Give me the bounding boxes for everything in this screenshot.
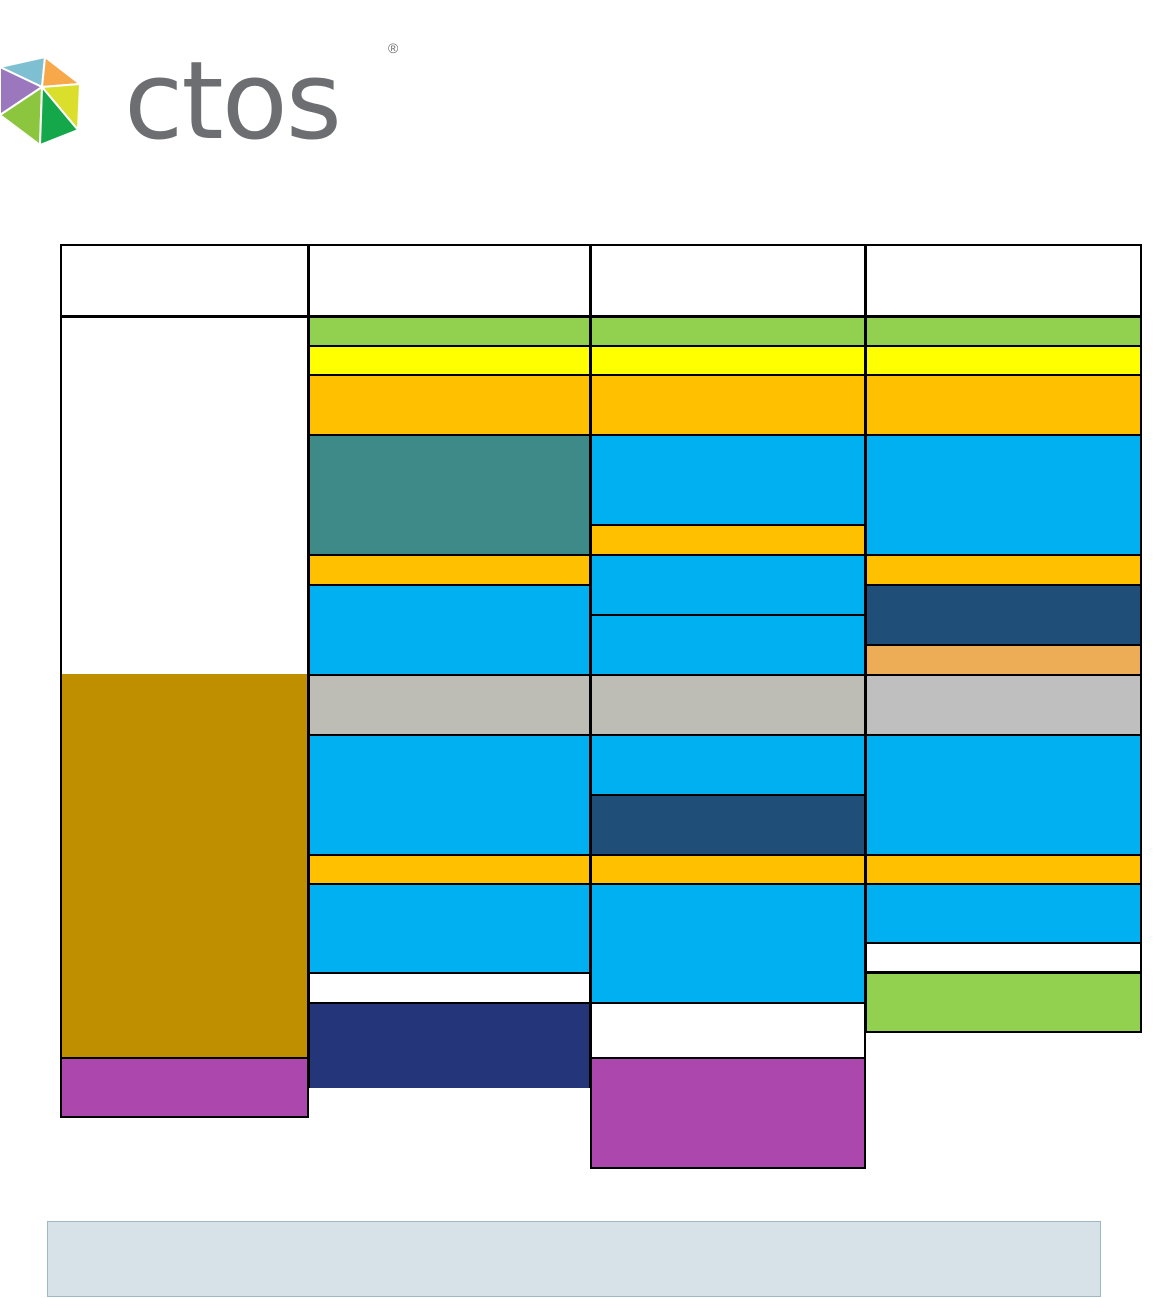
schedule-block-col3 (590, 614, 866, 676)
header-cell-1 (60, 244, 309, 317)
schedule-block-col2 (308, 434, 591, 556)
schedule-block-col4 (865, 644, 1142, 676)
header-cell-3 (590, 244, 866, 317)
schedule-block-col3 (590, 794, 866, 856)
schedule-block-col2 (308, 1002, 591, 1088)
schedule-block-col3 (590, 524, 866, 556)
schedule-block-col2 (308, 345, 591, 376)
logo-wordmark: ctos (124, 39, 342, 164)
ctos-logo: ctos ® (0, 39, 420, 164)
schedule-block-col1 (60, 316, 309, 676)
schedule-block-col3 (590, 374, 866, 436)
schedule-block-col4 (865, 554, 1142, 586)
header-cell-2 (308, 244, 591, 317)
schedule-block-col3 (590, 316, 866, 347)
schedule-block-col2 (308, 316, 591, 347)
schedule-block-col3 (590, 1057, 866, 1169)
schedule-block-col4 (865, 434, 1142, 556)
schedule-block-col3 (590, 1002, 866, 1059)
schedule-block-col2 (308, 734, 591, 856)
schedule-block-col2 (308, 584, 591, 676)
schedule-block-col4 (865, 316, 1142, 347)
schedule-block-col4 (865, 883, 1142, 944)
schedule-block-col2 (308, 883, 591, 974)
schedule-block-col2 (308, 674, 591, 736)
schedule-block-col2 (308, 374, 591, 436)
schedule-block-col4 (865, 345, 1142, 376)
schedule-block-col1 (60, 1057, 309, 1118)
schedule-block-col4 (865, 972, 1142, 1033)
hexagon-logo-icon (0, 55, 83, 145)
schedule-block-col2 (308, 854, 591, 885)
schedule-block-col3 (590, 734, 866, 796)
schedule-block-col3 (590, 854, 866, 885)
schedule-block-col3 (590, 434, 866, 526)
header-cell-4 (865, 244, 1142, 317)
schedule-block-col4 (865, 854, 1142, 885)
schedule-block-col4 (865, 584, 1142, 646)
schedule-block-col3 (590, 674, 866, 736)
schedule-block-col4 (865, 942, 1142, 973)
schedule-block-col3 (590, 554, 866, 616)
schedule-block-col2 (308, 972, 591, 1004)
schedule-block-col4 (865, 674, 1142, 736)
schedule-block-col2 (308, 554, 591, 586)
note-box (47, 1221, 1101, 1297)
schedule-block-col3 (590, 883, 866, 1004)
schedule-block-col4 (865, 374, 1142, 436)
schedule-block-col1 (60, 674, 309, 1059)
registered-mark: ® (388, 40, 399, 56)
schedule-block-col3 (590, 345, 866, 376)
schedule-block-col4 (865, 734, 1142, 856)
